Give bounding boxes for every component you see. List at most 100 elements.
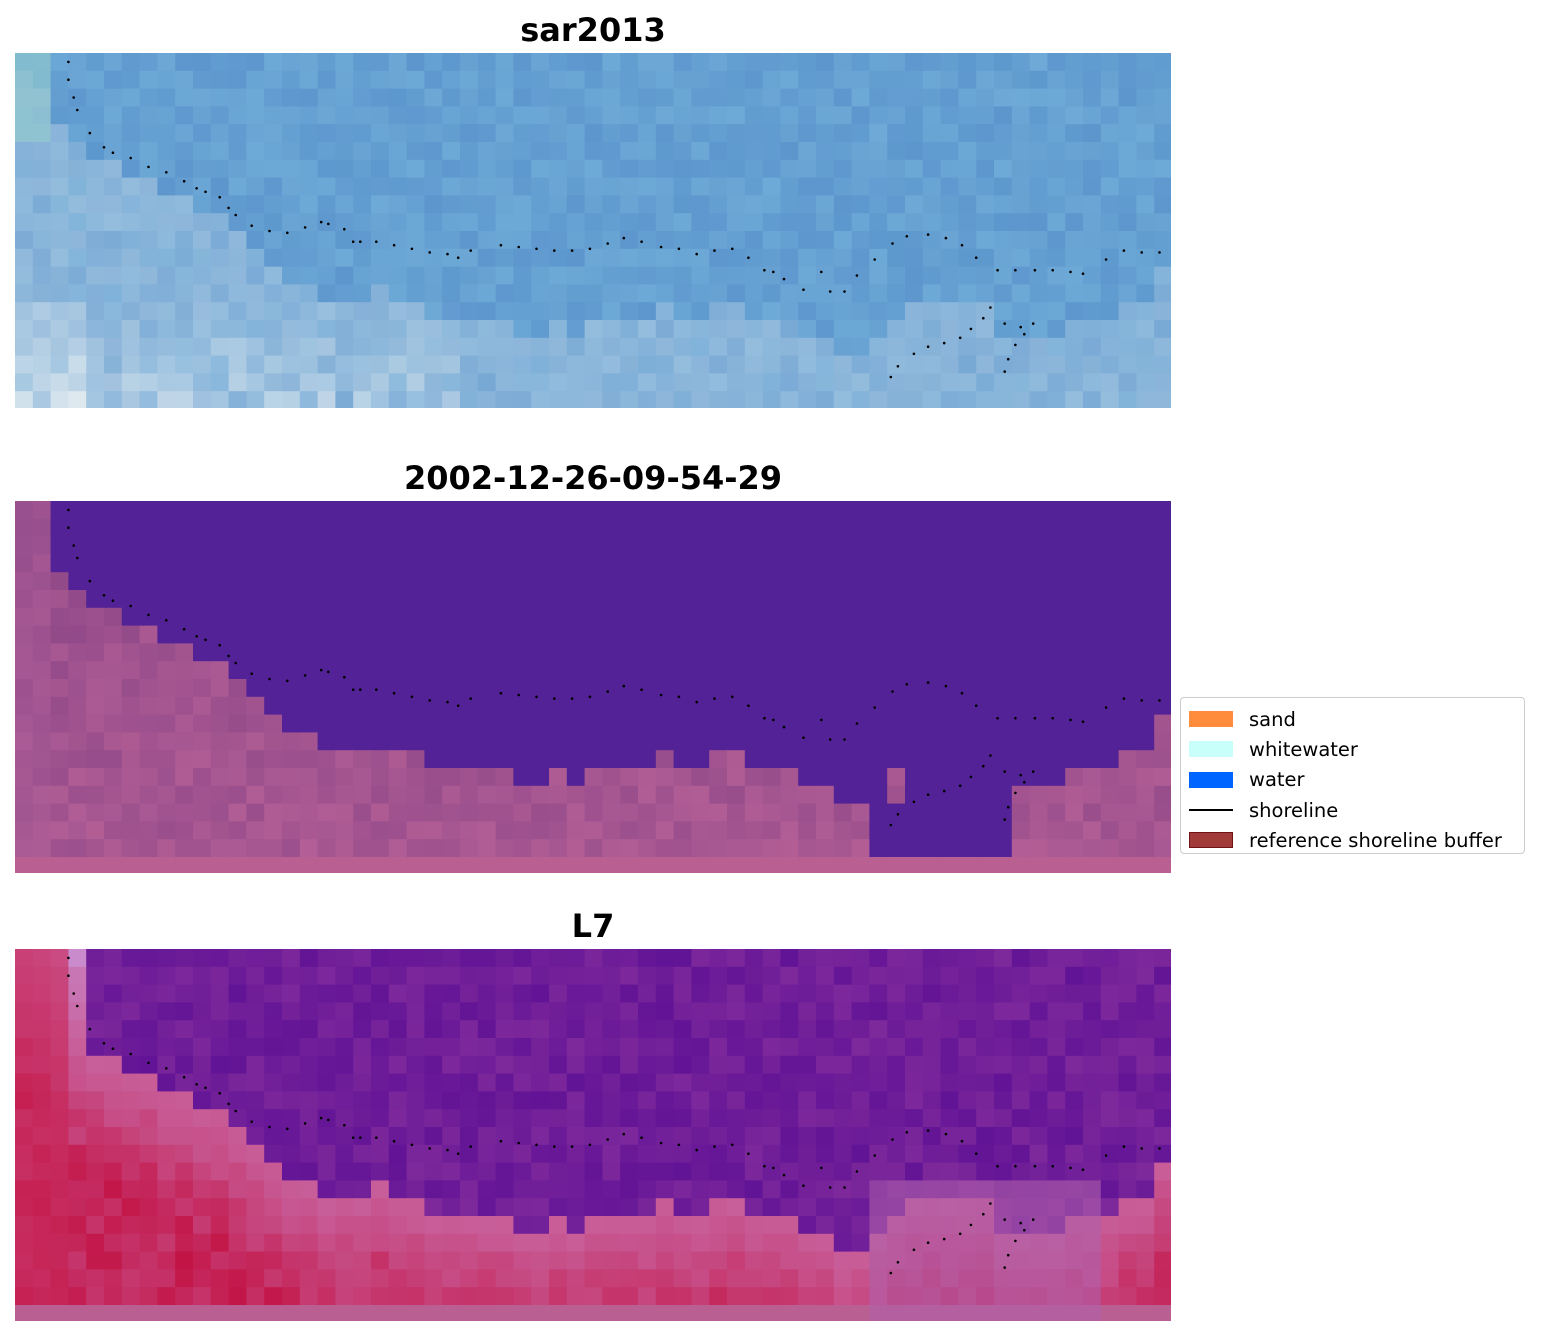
shoreline-point [960,1139,964,1143]
shoreline-point [942,1237,946,1241]
shoreline-point [456,1152,460,1155]
shoreline-point [88,579,92,583]
shoreline-point [129,604,132,608]
shoreline-point [763,268,766,272]
shoreline-point [351,240,355,243]
shoreline-point [747,1152,750,1155]
shoreline-point [588,247,592,251]
shoreline-point [268,1125,271,1129]
shoreline-point [1006,1253,1010,1257]
shoreline-point [1031,322,1035,325]
shoreline-point [72,96,75,99]
shoreline-point [782,277,786,281]
shoreline-point [88,131,92,135]
shoreline-point [820,270,823,274]
shoreline-point [802,1184,805,1187]
shoreline-point [1003,818,1006,821]
shoreline-point [218,643,221,647]
shoreline-point [855,274,859,277]
shoreline-point [553,1145,556,1148]
shoreline-point [234,213,237,217]
shoreline-point [713,1145,716,1148]
legend-label: reference shoreline buffer [1249,828,1502,852]
shoreline-point [731,695,734,699]
shoreline-point [1003,770,1006,773]
shoreline-point [1140,699,1143,702]
shoreline-point [517,245,520,249]
shoreline-point [659,245,663,249]
shoreline-point [327,222,330,226]
shoreline-point [1033,1164,1037,1168]
shoreline-point [982,316,985,320]
legend-item-shoreline: shoreline [1189,795,1516,825]
shoreline-point [1003,322,1006,325]
legend-item-water: water [1189,765,1516,795]
shoreline-point [250,672,253,675]
shoreline-point [286,679,289,683]
shoreline-point [1019,325,1022,329]
shoreline-point [182,179,186,183]
shoreline-point [912,1248,916,1252]
shoreline-point [695,700,698,704]
shoreline-point [622,1132,626,1136]
legend-item-sand: sand [1189,704,1516,734]
shoreline-point [896,365,900,368]
shoreline-point [1014,716,1017,720]
shoreline-point [227,654,230,658]
shoreline-point [606,242,609,245]
shoreline-point [67,526,70,529]
shoreline-point [67,956,70,960]
shoreline-point [606,1138,609,1141]
shoreline-point [182,1075,186,1079]
shoreline-point [1031,770,1035,773]
shoreline-point [982,764,985,768]
shoreline-point [182,627,186,631]
shoreline-point [969,775,973,779]
shoreline-point [772,1166,775,1170]
l7-raster [15,949,1171,1321]
shoreline-point [763,716,766,720]
shoreline-point [351,1136,355,1139]
shoreline-point [303,674,307,677]
shoreline-point [969,1223,973,1227]
shoreline-point [218,1091,221,1095]
shoreline-point [535,1143,538,1147]
shoreline-point [218,195,221,199]
shoreline-point [469,249,473,252]
shoreline-point [147,1061,150,1065]
shoreline-point [359,240,362,243]
shoreline-point [102,1042,106,1045]
shoreline-point [996,1164,999,1168]
shoreline-point [905,1131,909,1134]
shoreline-point [129,1052,132,1056]
shoreline-point [772,718,775,722]
legend-swatch [1189,809,1233,812]
shoreline-point [76,1004,79,1008]
shoreline-point [974,1152,978,1155]
shoreline-point [1033,716,1037,720]
l7-image-panel [15,949,1171,1321]
shoreline-point [359,1136,362,1139]
shoreline-point [129,156,132,160]
shoreline-point [111,1047,115,1050]
shoreline-point [772,270,775,274]
legend-item-reference-shoreline-buffer: reference shoreline buffer [1189,825,1516,855]
shoreline-point [828,1186,832,1189]
shoreline-point [570,249,574,252]
shoreline-point [428,699,432,702]
shoreline-point [1031,1218,1035,1221]
shoreline-point [67,508,70,512]
shoreline-point [499,243,503,247]
shoreline-point [1051,716,1054,720]
shoreline-point [392,1139,396,1143]
shoreline-point [570,697,574,700]
shoreline-point [802,736,805,739]
shoreline-point [958,1232,962,1236]
shoreline-point [1006,357,1010,361]
legend-swatch [1189,771,1233,788]
shoreline-point [1019,773,1022,777]
legend-label: shoreline [1249,798,1339,822]
shoreline-point [327,670,330,674]
shoreline-point [319,668,323,672]
shoreline-point [677,247,681,251]
